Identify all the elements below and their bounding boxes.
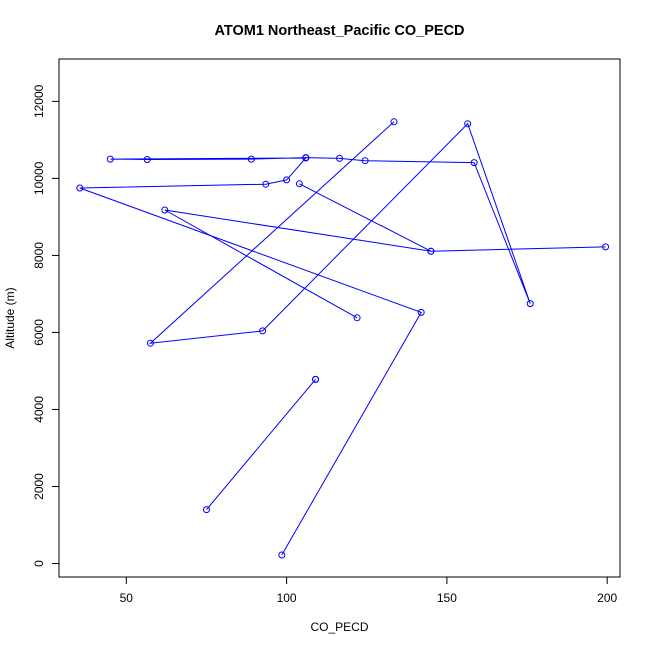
y-tick-label: 4000 (32, 396, 46, 423)
data-point (278, 551, 286, 559)
y-tick-label: 8000 (32, 242, 46, 269)
y-axis-label: Altitude (m) (3, 287, 17, 348)
data-point (427, 247, 435, 255)
y-tick-label: 0 (32, 560, 46, 567)
data-point (312, 375, 319, 383)
data-point (283, 176, 291, 184)
y-tick-label: 10000 (32, 161, 46, 195)
plot-frame (58, 58, 621, 578)
y-tick-label: 12000 (32, 84, 46, 118)
y-tick-label: 6000 (32, 319, 46, 346)
x-axis-label: CO_PECD (310, 620, 368, 634)
data-point (353, 314, 361, 322)
data-point (106, 155, 114, 163)
series-layer (76, 118, 610, 559)
data-point (262, 180, 270, 188)
data-point (247, 155, 255, 163)
data-point (526, 300, 534, 308)
data-point (143, 156, 151, 163)
x-axis: 50 100 150 200 (120, 577, 618, 605)
data-point (203, 506, 210, 514)
series-line (164, 209, 606, 319)
chart-title: ATOM1 Northeast_Pacific CO_PECD (214, 23, 464, 39)
data-point (390, 118, 398, 126)
x-tick-label: 150 (437, 591, 457, 605)
y-axis: 0 2000 4000 6000 8000 10000 12000 (32, 84, 59, 567)
x-tick-label: 50 (120, 591, 134, 605)
data-point (259, 327, 267, 335)
x-tick-label: 100 (277, 591, 297, 605)
series-line (206, 379, 316, 510)
series-line (299, 183, 432, 252)
data-point (295, 180, 303, 188)
series-line (79, 121, 531, 556)
data-point (470, 159, 478, 167)
data-point (76, 184, 84, 192)
data-point (302, 154, 310, 162)
y-tick-label: 2000 (32, 473, 46, 500)
data-point (464, 120, 472, 128)
data-point (161, 206, 169, 214)
data-point (146, 339, 154, 347)
data-point (336, 154, 343, 162)
data-point (602, 243, 610, 251)
x-tick-label: 200 (597, 591, 617, 605)
data-point (417, 308, 425, 316)
data-point (361, 157, 369, 165)
